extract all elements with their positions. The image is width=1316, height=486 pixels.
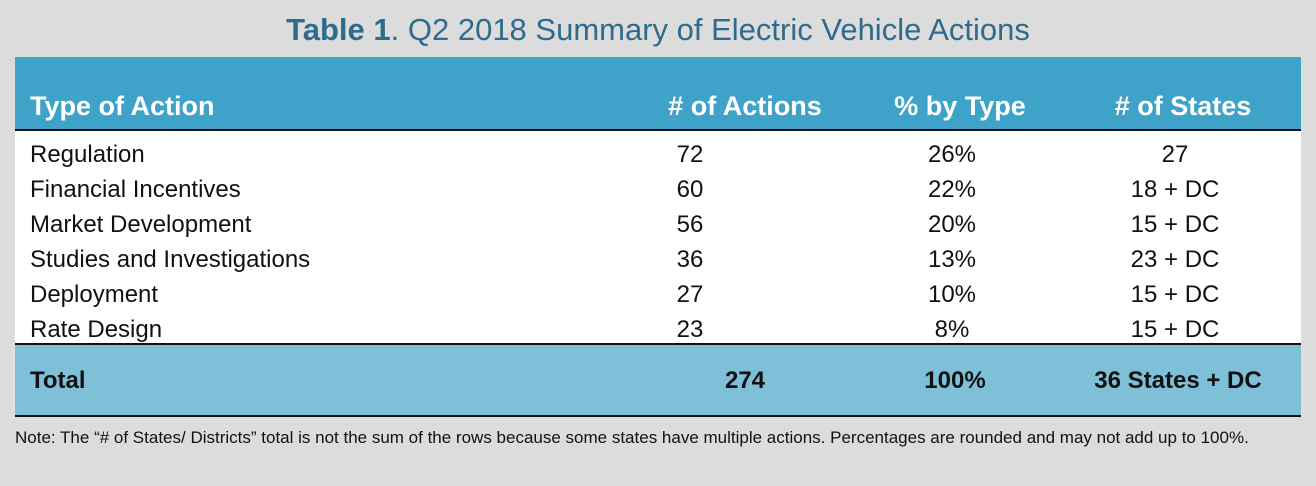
cell-num-states: 23 + DC [1130,246,1220,273]
cell-num-actions: 60 [676,176,704,203]
table-header: Type of Action # of Actions % by Type # … [15,57,1301,131]
cell-num-states: 27 [1161,141,1189,168]
total-percent: 100% [924,367,986,394]
total-num-actions: 274 [724,367,766,394]
table-row: Market Development 56 20% 15 + DC [15,207,1301,242]
cell-num-states: 15 + DC [1130,316,1220,343]
table-row: Financial Incentives 60 22% 18 + DC [15,172,1301,207]
cell-num-actions: 56 [676,211,704,238]
cell-percent: 26% [927,141,977,168]
cell-percent: 20% [927,211,977,238]
table-row: Regulation 72 26% 27 [15,137,1301,172]
cell-action-type: Rate Design [30,316,163,343]
table-row: Rate Design 23 8% 15 + DC [15,312,1301,347]
cell-percent: 13% [927,246,977,273]
cell-num-states: 15 + DC [1130,211,1220,238]
cell-action-type: Studies and Investigations [30,246,311,273]
cell-action-type: Deployment [30,281,159,308]
cell-percent: 8% [934,316,970,343]
cell-percent: 10% [927,281,977,308]
table-title: Table 1. Q2 2018 Summary of Electric Veh… [0,12,1316,48]
header-num-actions: # of Actions [668,91,822,121]
cell-num-actions: 36 [676,246,704,273]
header-percent-by-type: % by Type [894,91,1026,121]
cell-num-states: 18 + DC [1130,176,1220,203]
table-note: Note: The “# of States/ Districts” total… [15,428,1249,447]
cell-action-type: Market Development [30,211,252,238]
cell-num-actions: 27 [676,281,704,308]
table-row: Studies and Investigations 36 13% 23 + D… [15,242,1301,277]
summary-table: Type of Action # of Actions % by Type # … [15,57,1301,417]
header-type-of-action: Type of Action [30,91,215,121]
cell-percent: 22% [927,176,977,203]
table-title-label: Table 1 [286,12,391,47]
table-row: Deployment 27 10% 15 + DC [15,277,1301,312]
cell-action-type: Financial Incentives [30,176,241,203]
cell-action-type: Regulation [30,141,145,168]
header-num-states: # of States [1114,91,1252,121]
cell-num-actions: 72 [676,141,704,168]
total-num-states: 36 States + DC [1094,367,1262,394]
table-title-text: . Q2 2018 Summary of Electric Vehicle Ac… [390,12,1030,47]
cell-num-actions: 23 [676,316,704,343]
table-total-row: Total 274 100% 36 States + DC [15,343,1301,417]
cell-num-states: 15 + DC [1130,281,1220,308]
total-label: Total [30,367,86,394]
